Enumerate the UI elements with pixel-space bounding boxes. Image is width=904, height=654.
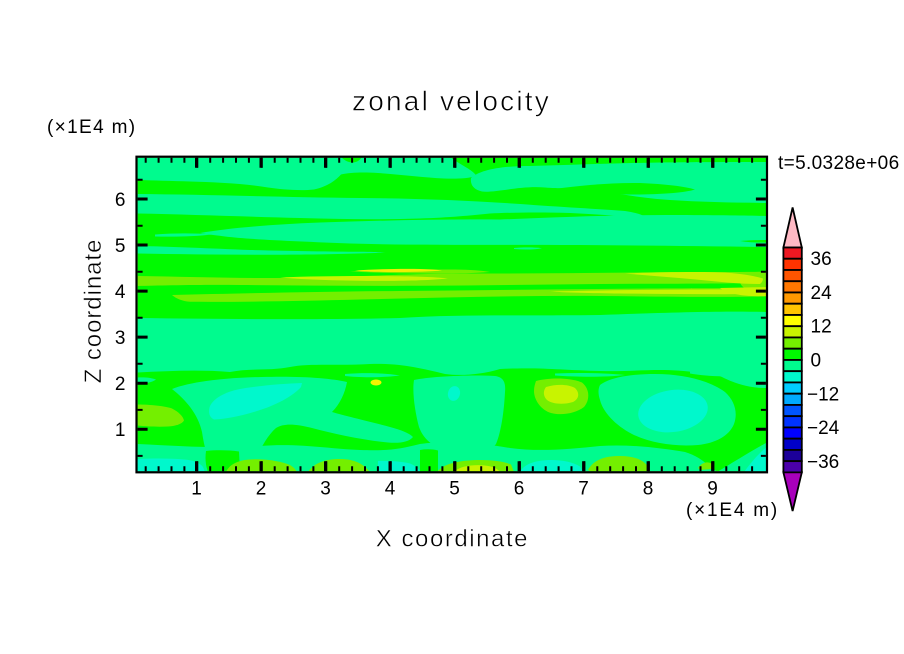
svg-text:−36: −36	[807, 452, 839, 473]
svg-text:8: 8	[643, 479, 654, 500]
svg-text:X coordinate: X coordinate	[376, 526, 529, 553]
svg-text:6: 6	[115, 190, 126, 211]
svg-text:(×1E4 m): (×1E4 m)	[686, 500, 779, 521]
svg-text:9: 9	[707, 479, 718, 500]
svg-text:1: 1	[191, 479, 202, 500]
svg-text:3: 3	[115, 328, 126, 349]
svg-text:5: 5	[115, 236, 126, 257]
svg-text:t=5.0328e+06: t=5.0328e+06	[778, 153, 899, 174]
svg-text:0: 0	[811, 351, 822, 372]
svg-text:2: 2	[256, 479, 267, 500]
svg-text:2: 2	[115, 374, 126, 395]
svg-text:7: 7	[578, 479, 589, 500]
svg-text:−12: −12	[807, 384, 839, 405]
svg-text:4: 4	[115, 282, 126, 303]
svg-text:3: 3	[320, 479, 331, 500]
svg-text:5: 5	[449, 479, 460, 500]
svg-text:Z coordinate: Z coordinate	[80, 239, 107, 384]
svg-text:zonal velocity: zonal velocity	[352, 86, 551, 117]
svg-text:6: 6	[514, 479, 525, 500]
svg-text:4: 4	[385, 479, 396, 500]
svg-text:36: 36	[811, 249, 832, 270]
svg-text:−24: −24	[807, 418, 840, 439]
svg-text:(×1E4 m): (×1E4 m)	[47, 117, 136, 138]
svg-text:24: 24	[811, 283, 833, 304]
svg-text:12: 12	[811, 317, 832, 338]
svg-text:1: 1	[115, 420, 126, 441]
